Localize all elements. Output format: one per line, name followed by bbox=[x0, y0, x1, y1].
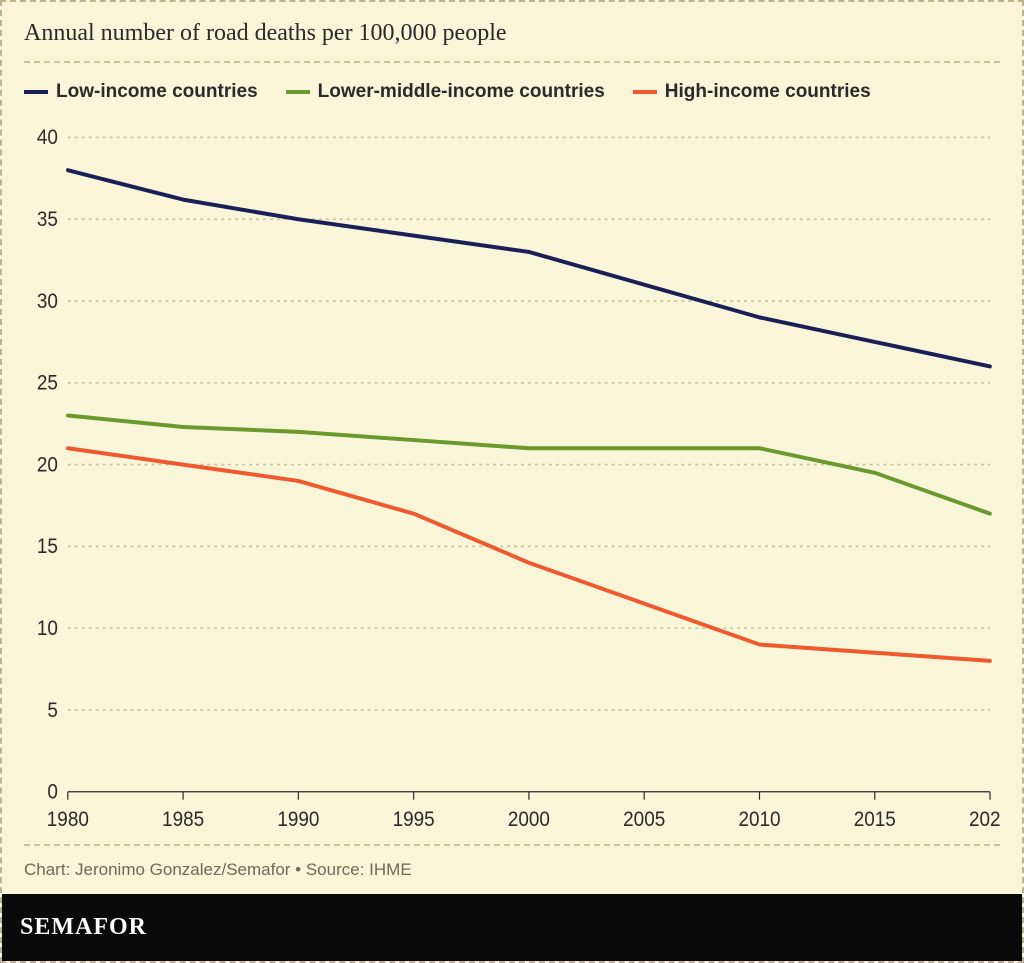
svg-text:1980: 1980 bbox=[47, 808, 89, 831]
svg-text:20: 20 bbox=[37, 453, 58, 476]
svg-text:1995: 1995 bbox=[393, 808, 435, 831]
svg-text:10: 10 bbox=[37, 617, 58, 640]
legend-swatch bbox=[633, 90, 657, 94]
legend-swatch bbox=[24, 90, 48, 94]
svg-text:15: 15 bbox=[37, 535, 58, 558]
svg-text:35: 35 bbox=[37, 208, 58, 231]
svg-text:1985: 1985 bbox=[162, 808, 204, 831]
legend-swatch bbox=[286, 90, 310, 94]
legend-item-low-income: Low-income countries bbox=[24, 81, 258, 103]
svg-text:25: 25 bbox=[37, 372, 58, 395]
svg-text:30: 30 bbox=[37, 290, 58, 313]
svg-text:0: 0 bbox=[47, 780, 58, 803]
legend-label: High-income countries bbox=[665, 81, 871, 103]
legend-label: Low-income countries bbox=[56, 81, 258, 103]
svg-text:2015: 2015 bbox=[854, 808, 896, 831]
svg-text:5: 5 bbox=[47, 699, 58, 722]
svg-text:2020: 2020 bbox=[969, 808, 1000, 831]
chart-plot-area: 0 5 10 15 20 25 30 35 40 1980 1985 1990 1995 2000 2005… bbox=[24, 117, 1000, 844]
chart-card: Annual number of road deaths per 100,000… bbox=[0, 0, 1024, 963]
legend-item-high-income: High-income countries bbox=[633, 81, 871, 103]
chart-title: Annual number of road deaths per 100,000… bbox=[24, 20, 1000, 61]
svg-text:2000: 2000 bbox=[508, 808, 550, 831]
legend: Low-income countries Lower-middle-income… bbox=[24, 63, 1000, 117]
svg-text:2010: 2010 bbox=[738, 808, 780, 831]
line-chart-svg: 0 5 10 15 20 25 30 35 40 1980 1985 1990 1995 2000 2005… bbox=[24, 117, 1000, 844]
legend-item-lower-middle-income: Lower-middle-income countries bbox=[286, 81, 605, 103]
brand-bar: SEMAFOR bbox=[2, 894, 1022, 961]
svg-text:40: 40 bbox=[37, 126, 58, 149]
chart-source: Chart: Jeronimo Gonzalez/Semafor • Sourc… bbox=[24, 846, 1000, 894]
legend-label: Lower-middle-income countries bbox=[318, 81, 605, 103]
svg-text:1990: 1990 bbox=[277, 808, 319, 831]
brand-logo-text: SEMAFOR bbox=[20, 914, 147, 940]
svg-text:2005: 2005 bbox=[623, 808, 665, 831]
